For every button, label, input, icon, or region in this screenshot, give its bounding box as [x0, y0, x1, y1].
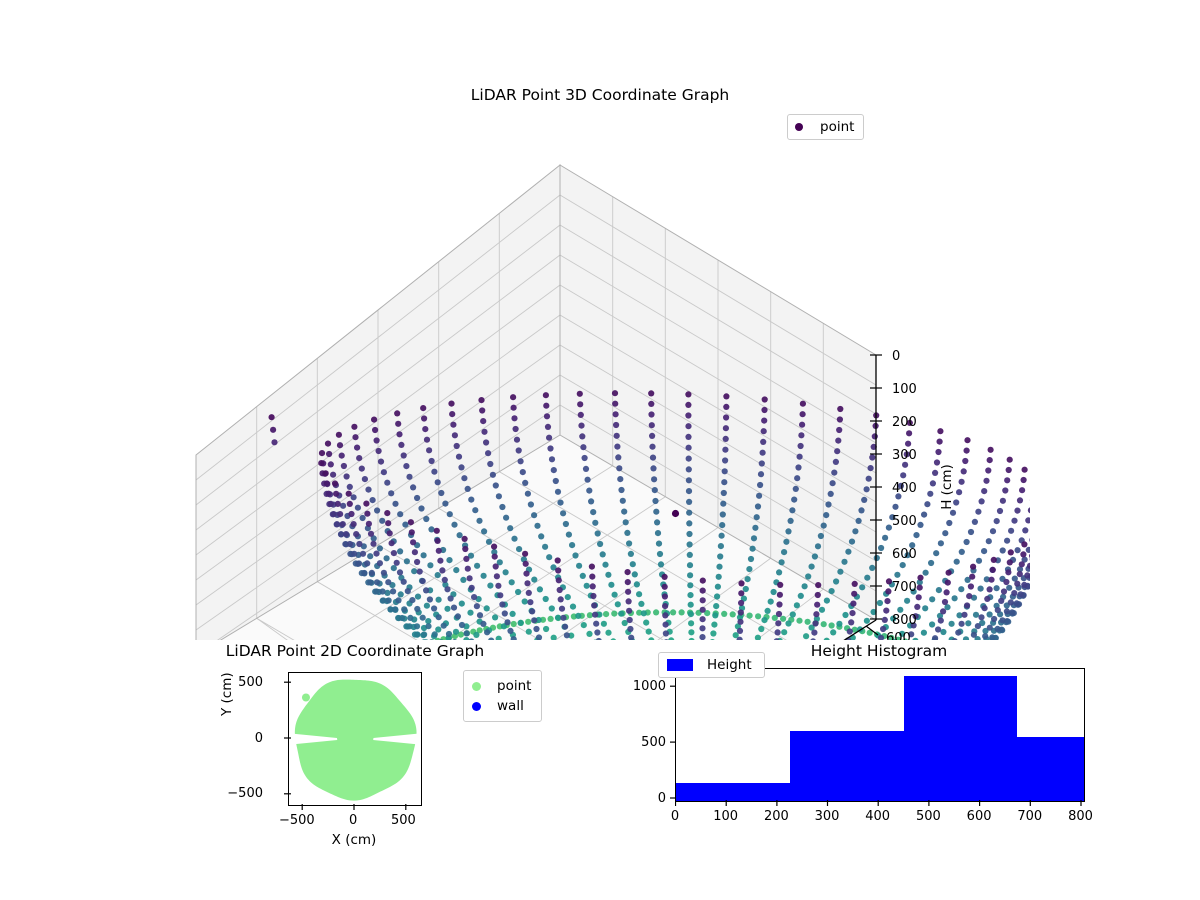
plot2d-yaxis-title: Y (cm): [219, 672, 235, 716]
plot2d-frame: [288, 672, 422, 806]
legend-marker-wall: [472, 701, 481, 711]
histogram-frame: [675, 668, 1085, 802]
histogram-ytick-0: 0: [657, 791, 666, 806]
histogram-bar: [1017, 737, 1084, 801]
histogram-xtick-label: 200: [763, 809, 789, 824]
plot3d-canvas: −600 −400 −200 0 200 400 600 X (cm): [195, 163, 1030, 640]
lidar-3d-axes: LiDAR Point 3D Coordinate Graph point: [170, 60, 1030, 640]
histogram-xtick-label: 300: [814, 809, 840, 824]
histogram-bar: [903, 676, 1018, 801]
legend-label-point: point: [820, 119, 855, 135]
plot3d-panes: [196, 165, 876, 640]
plot2d-ytick-minus500: −500: [227, 786, 263, 801]
lidar-2d-axes: LiDAR Point 2D Coordinate Graph point wa…: [205, 640, 543, 860]
ztick-label: 100: [892, 382, 917, 397]
legend-marker-point: [472, 681, 481, 691]
histogram-xtick-label: 700: [1017, 809, 1043, 824]
legend-row-wall: wall: [472, 696, 531, 716]
histogram-bar: [789, 731, 904, 801]
plot2d-xtick-marks: [301, 804, 407, 810]
plot3d-point-cloud: [268, 390, 1030, 640]
plot2d-legend[interactable]: point wall: [463, 670, 543, 722]
ztick-label: 0: [892, 349, 900, 364]
histogram-ytick-1000: 1000: [632, 679, 666, 694]
plot3d-yticks: 600 400 200 0 −200 −400 −600 Y (cm): [865, 625, 911, 640]
plot2d-xtick-0: 0: [349, 813, 358, 828]
plot2d-ytick-0: 0: [254, 731, 263, 746]
ztick-label: 200: [892, 415, 917, 430]
ztick-label: 700: [892, 580, 917, 595]
ztick-label: 500: [892, 514, 917, 529]
plot3d-zticks: 0 100 200 300 400 500 600 700 800 H (cm): [870, 349, 955, 628]
histogram-xtick-label: 400: [865, 809, 891, 824]
plot3d-legend[interactable]: point: [787, 114, 865, 140]
histogram-xtick-label: 500: [915, 809, 941, 824]
legend-swatch-height: [667, 659, 693, 671]
plot2d-title: LiDAR Point 2D Coordinate Graph: [225, 642, 485, 660]
plot2d-ytick-500: 500: [238, 675, 263, 690]
plot3d-zaxis-title: H (cm): [939, 464, 955, 510]
histogram-xtick-label: 100: [713, 809, 739, 824]
legend-marker-point: [795, 123, 803, 131]
histogram-xtick-label: 0: [670, 809, 680, 824]
ztick-label: 400: [892, 481, 917, 496]
legend-label-wall: wall: [497, 698, 524, 714]
histogram-title: Height Histogram: [810, 642, 948, 660]
plot2d-point-cloud: [294, 679, 417, 801]
plot2d-xtick-minus500: −500: [279, 813, 315, 828]
ytick-label: 600: [886, 631, 911, 640]
legend-label-height: Height: [707, 657, 752, 673]
ztick-label: 300: [892, 448, 917, 463]
histogram-legend[interactable]: Height: [658, 652, 765, 678]
legend-row-point: point: [472, 676, 531, 696]
histogram-xtick-label: 600: [966, 809, 992, 824]
histogram-bar: [676, 783, 790, 801]
histogram-ytick-marks: [670, 685, 676, 799]
histogram-xtick-marks: [675, 800, 1082, 806]
legend-label-point: point: [497, 678, 532, 694]
ztick-label: 800: [892, 613, 917, 628]
plot2d-xtick-500: 500: [391, 813, 416, 828]
histogram-ytick-500: 500: [641, 735, 666, 750]
plot2d-canvas: [294, 679, 417, 801]
plot2d-ytick-marks: [284, 681, 291, 795]
height-histogram-axes: Height Histogram Height 1000 500 0 0 100 2…: [633, 640, 1110, 860]
ztick-label: 600: [892, 547, 917, 562]
plot3d-gridlines: [195, 194, 877, 640]
plot2d-xaxis-title: X (cm): [331, 832, 377, 848]
plot3d-title: LiDAR Point 3D Coordinate Graph: [470, 86, 730, 104]
histogram-xtick-label: 800: [1068, 809, 1093, 824]
